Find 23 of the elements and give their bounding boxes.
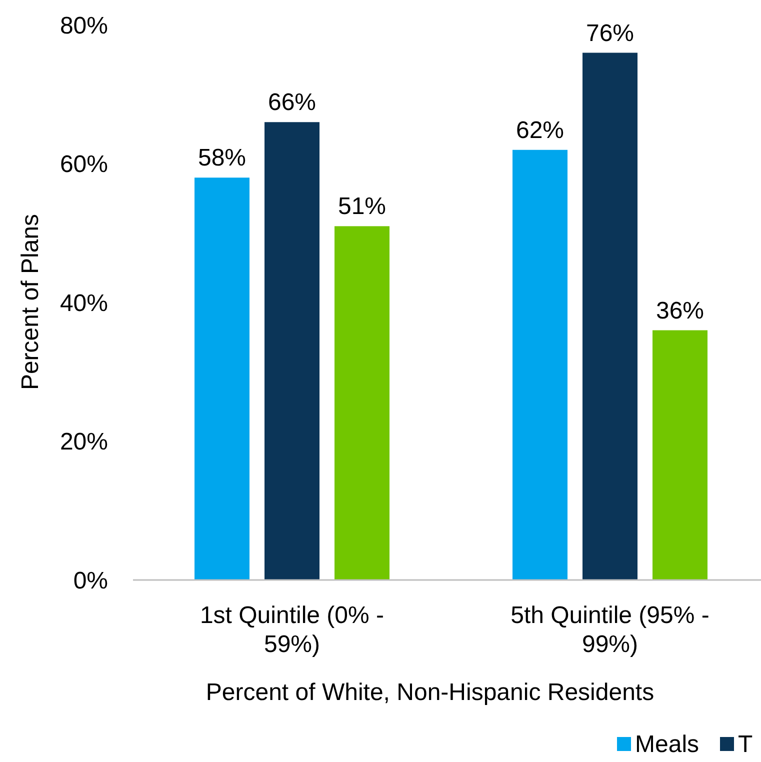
- y-tick-label: 80%: [60, 12, 108, 40]
- data-label: 51%: [338, 193, 386, 220]
- x-axis-title: Percent of White, Non-Hispanic Residents: [206, 679, 654, 706]
- bar: [334, 226, 390, 580]
- y-tick-label: 20%: [60, 428, 108, 456]
- bar: [264, 122, 320, 580]
- data-label: 58%: [198, 144, 246, 172]
- legend-label: T: [738, 731, 753, 758]
- bar: [582, 52, 638, 580]
- y-tick-label: 40%: [60, 290, 108, 317]
- bar: [512, 150, 568, 580]
- y-tick-label: 0%: [73, 567, 108, 594]
- x-tick-label: 5th Quintile (95% - 99%): [510, 602, 710, 658]
- data-label: 76%: [586, 20, 634, 47]
- y-axis-title: Percent of Plans: [17, 214, 44, 390]
- bar: [194, 178, 250, 580]
- legend-label: Meals: [635, 731, 700, 758]
- x-tick-label: 1st Quintile (0% - 59%): [200, 602, 384, 658]
- data-label: 62%: [516, 116, 564, 144]
- data-label: 36%: [656, 297, 704, 324]
- data-label: 66%: [268, 89, 316, 116]
- bar: [652, 330, 708, 580]
- y-tick-label: 60%: [60, 151, 108, 178]
